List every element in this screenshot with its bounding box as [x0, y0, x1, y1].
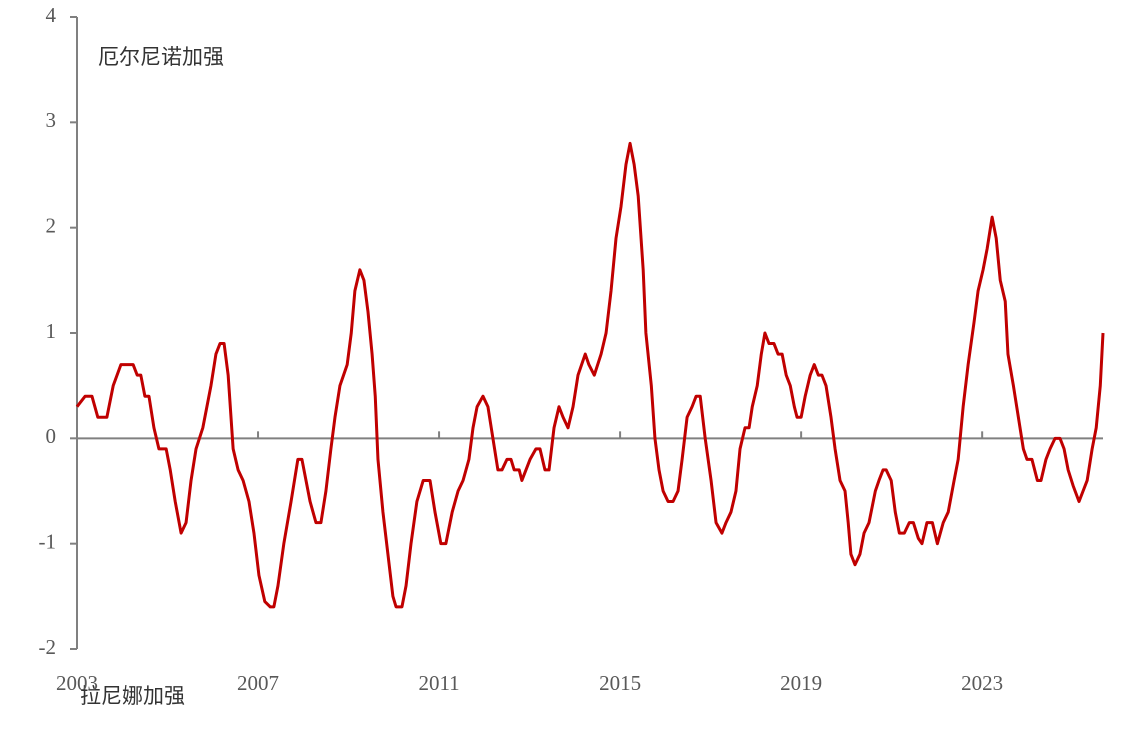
data-line — [75, 141, 1105, 609]
y-tick-label: 3 — [46, 108, 57, 132]
annotation: 拉尼娜加强 — [80, 684, 185, 708]
y-tick-label: 4 — [46, 3, 57, 27]
y-tick-label: 2 — [46, 213, 57, 237]
y-tick-label: 0 — [46, 424, 57, 448]
x-tick-label: 2019 — [780, 671, 822, 695]
annotation: 厄尔尼诺加强 — [98, 45, 224, 69]
x-tick-label: 2007 — [237, 671, 279, 695]
y-tick-label: -2 — [39, 635, 57, 659]
x-tick-label: 2023 — [961, 671, 1003, 695]
x-tick-label: 2003 — [56, 671, 98, 695]
y-tick-label: 1 — [46, 319, 57, 343]
x-tick-label: 2015 — [599, 671, 641, 695]
x-tick-label: 2011 — [418, 671, 459, 695]
y-tick-label: -1 — [39, 529, 57, 553]
